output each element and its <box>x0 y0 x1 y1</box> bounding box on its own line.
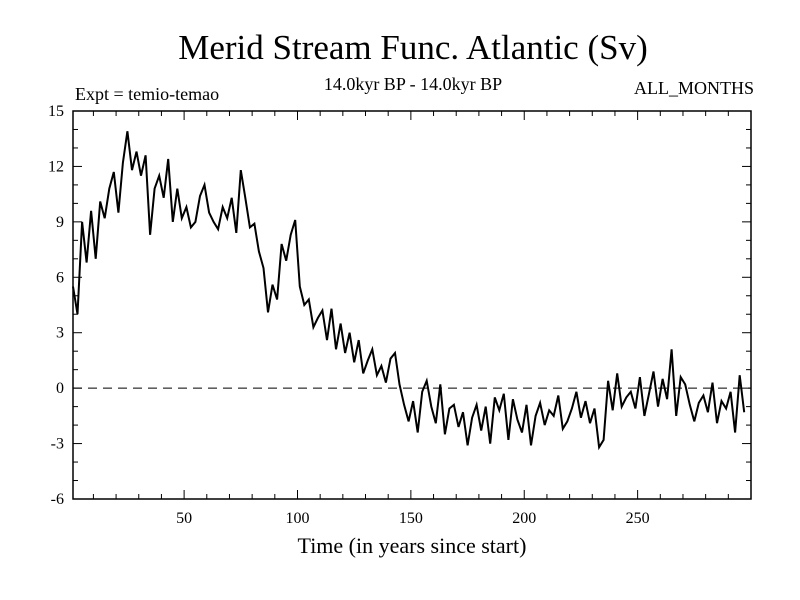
series-layer <box>72 131 746 451</box>
plot-frame <box>72 110 752 500</box>
axis-tick-labels: 50 100 150 200 250 -6 -3 0 3 6 9 12 15 <box>48 103 650 527</box>
x-tick-label: 250 <box>626 510 650 527</box>
x-tick-label: 100 <box>285 510 309 527</box>
y-tick-label: 3 <box>56 325 64 342</box>
y-tick-label: 6 <box>56 269 64 286</box>
series-line <box>72 131 746 451</box>
experiment-label: Expt = temio-temao <box>75 84 220 104</box>
y-tick-label: -6 <box>51 491 64 508</box>
x-tick-label: 150 <box>399 510 423 527</box>
y-tick-label: 9 <box>56 214 64 231</box>
x-tick-label: 50 <box>176 510 192 527</box>
y-tick-label: 12 <box>48 158 64 175</box>
y-tick-label: 15 <box>48 103 64 120</box>
y-tick-label: 0 <box>56 380 64 397</box>
chart-title: Merid Stream Func. Atlantic (Sv) <box>178 28 648 67</box>
chart-subtitle: 14.0kyr BP - 14.0kyr BP <box>323 74 503 94</box>
x-axis-title: Time (in years since start) <box>297 533 527 558</box>
y-tick-label: -3 <box>51 436 64 453</box>
x-tick-label: 200 <box>512 510 536 527</box>
axis-ticks <box>73 110 752 500</box>
months-label: ALL_MONTHS <box>634 78 754 98</box>
